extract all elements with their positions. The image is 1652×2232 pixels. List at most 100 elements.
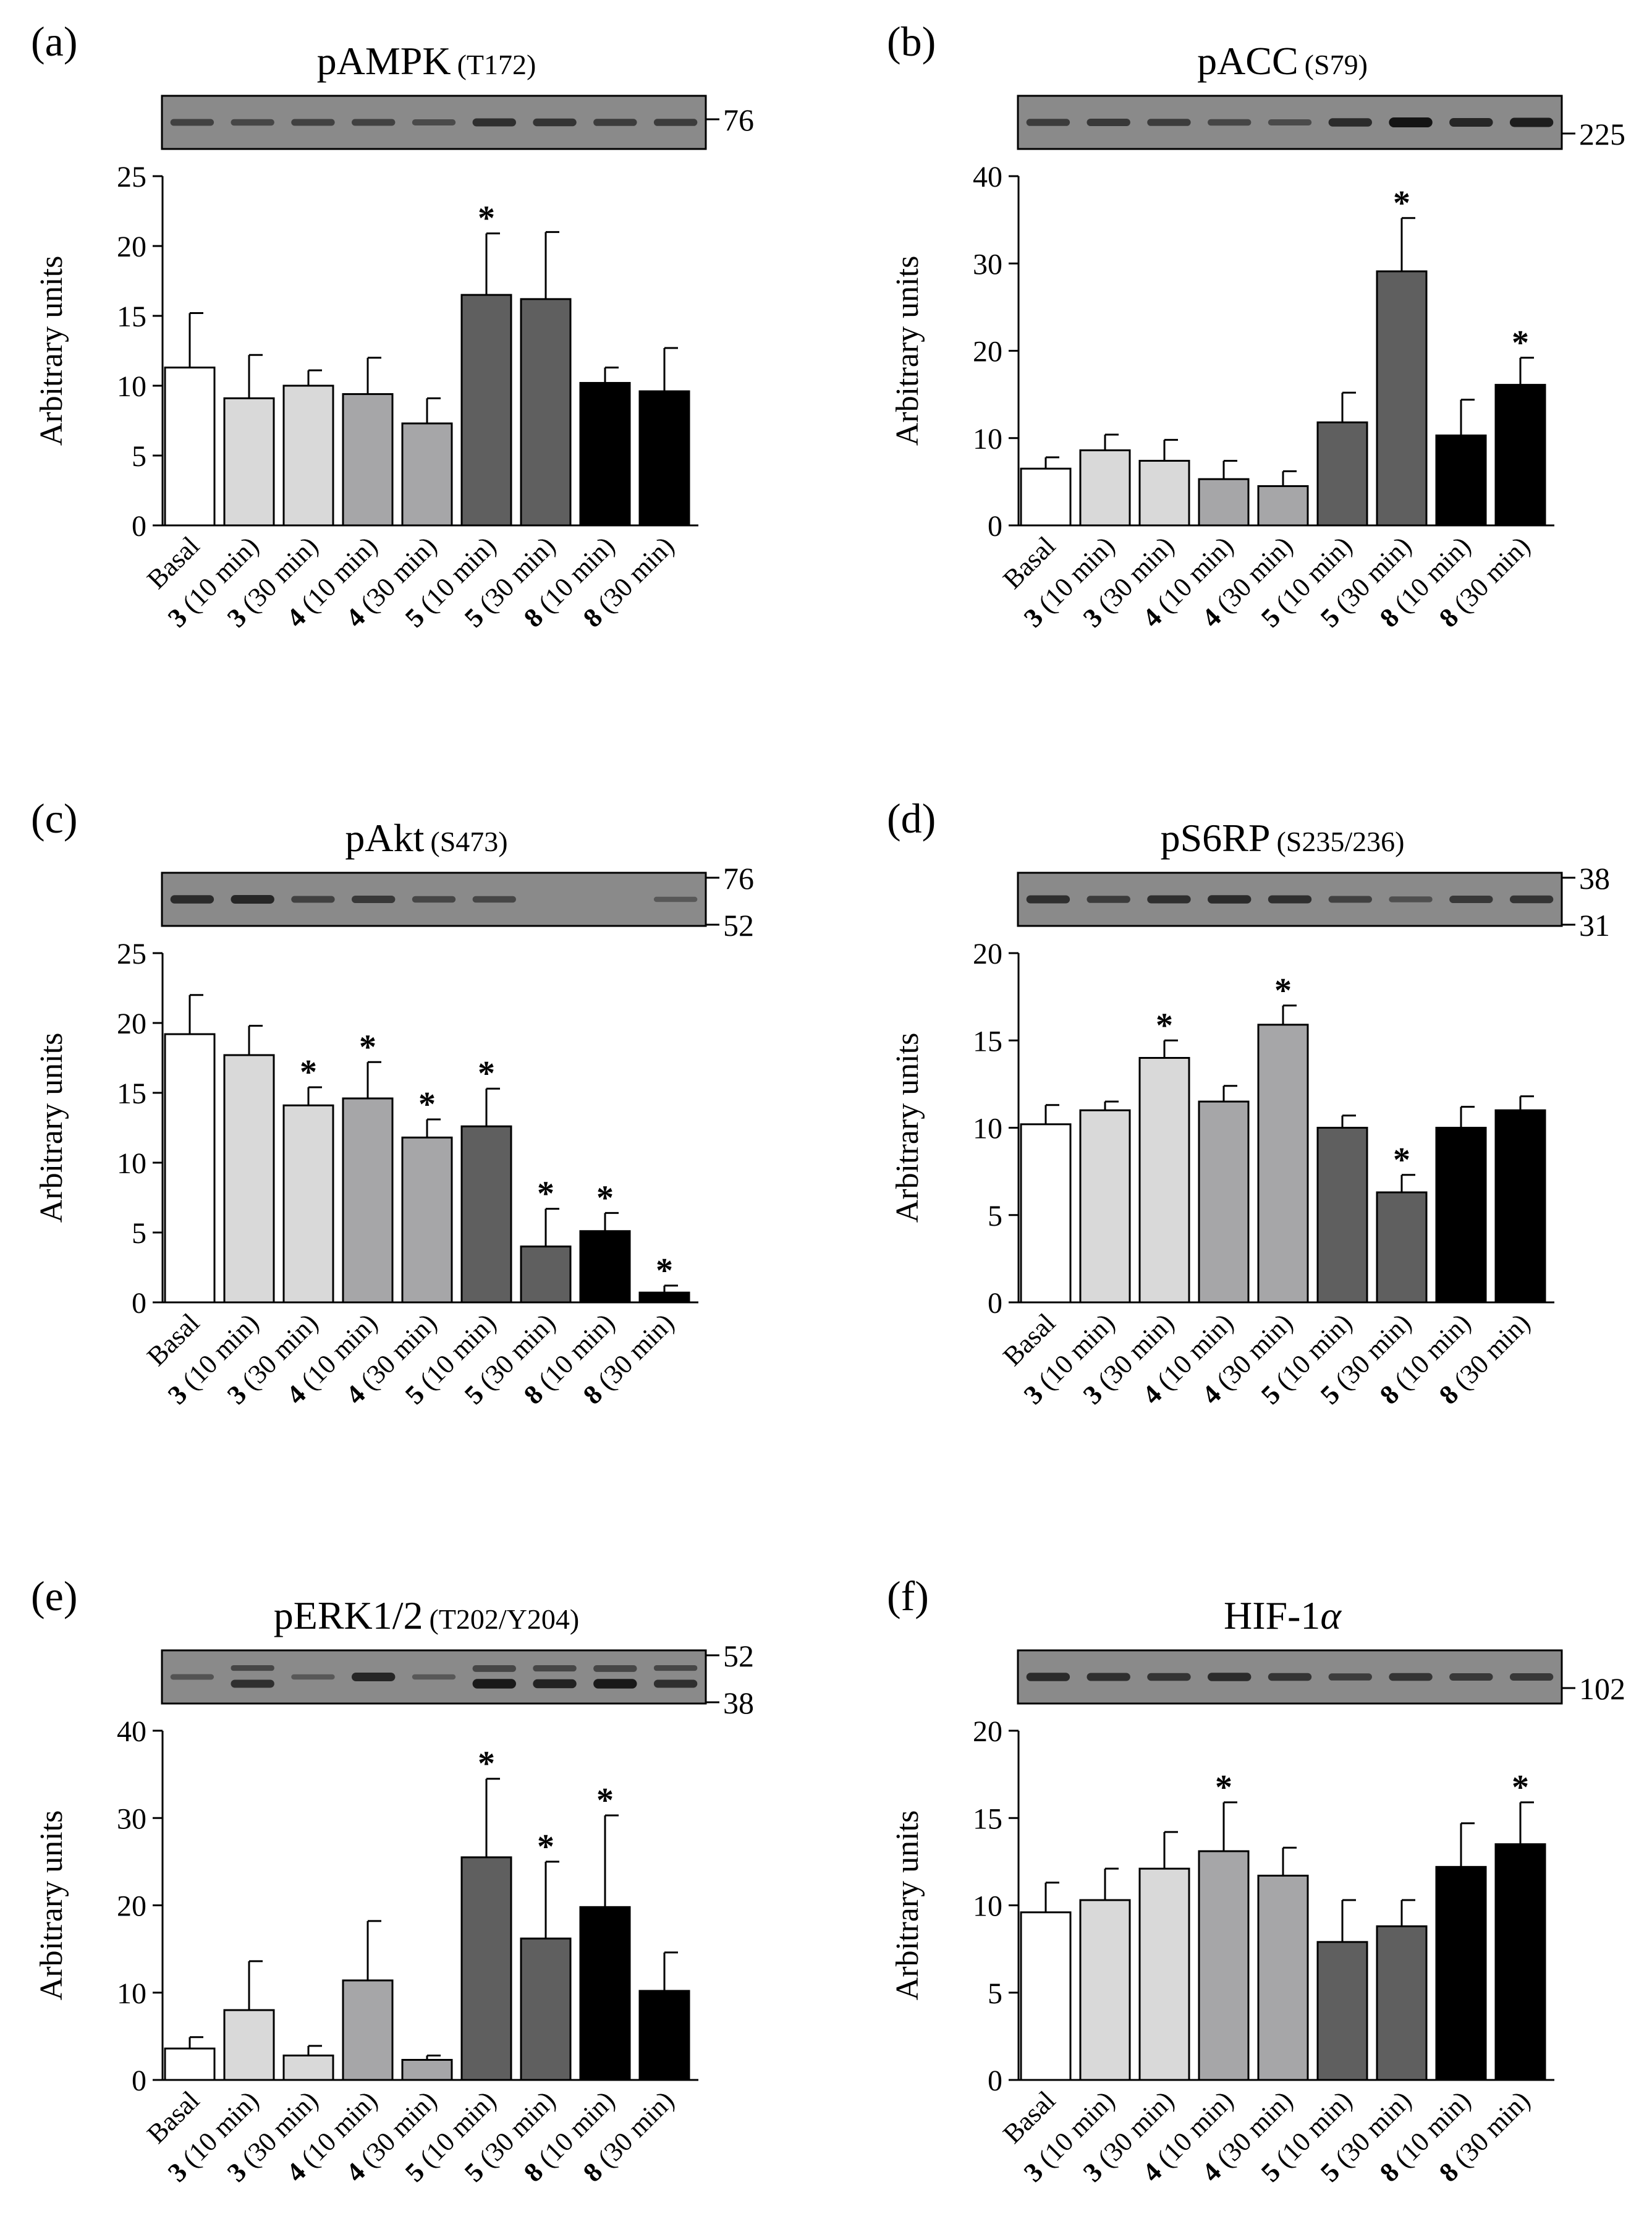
blot-band	[1026, 895, 1070, 904]
y-tick-label: 30	[973, 248, 1002, 281]
chart-title: pAkt (S473)	[345, 816, 507, 860]
chart-title-site: (S473)	[430, 826, 507, 857]
panel-label: (a)	[31, 18, 77, 65]
panel-label: (e)	[31, 1572, 77, 1619]
y-tick-label: 10	[117, 370, 146, 403]
significance-star: *	[1512, 1768, 1529, 1807]
bar	[1494, 1109, 1546, 1304]
y-tick-label: 5	[132, 440, 146, 473]
blot-band	[1087, 896, 1130, 903]
bar	[282, 2054, 334, 2081]
chart-title: pACC (S79)	[1197, 39, 1368, 83]
blot-band	[1449, 1673, 1493, 1681]
y-tick-label: 30	[117, 1802, 146, 1835]
bar	[223, 2009, 275, 2081]
bar	[1376, 1925, 1428, 2081]
significance-star: *	[359, 1028, 376, 1066]
blot-band-upper	[653, 1665, 698, 1671]
blot-band	[352, 119, 396, 126]
bar	[1257, 1874, 1309, 2081]
bar	[1376, 1191, 1428, 1304]
y-tick-label: 5	[988, 1977, 1002, 2010]
mw-marker-label: 225	[1579, 117, 1625, 151]
bar	[1138, 1867, 1190, 2081]
bar	[1079, 449, 1131, 527]
significance-star: *	[1393, 184, 1410, 223]
y-tick-label: 20	[117, 1890, 146, 1923]
bar	[1138, 1057, 1190, 1304]
chart-title: HIF-1α	[1224, 1593, 1342, 1637]
y-tick-label: 10	[117, 1147, 146, 1180]
y-tick-label: 15	[117, 1077, 146, 1110]
blot-band	[1449, 896, 1493, 903]
blot-band	[653, 896, 698, 902]
bar	[520, 1937, 572, 2081]
blot-band	[170, 1674, 214, 1680]
y-axis-label: Arbitrary units	[34, 256, 69, 446]
blot-band	[412, 896, 456, 903]
mw-marker-label: 31	[1579, 908, 1610, 943]
y-tick-label: 40	[973, 161, 1002, 193]
y-tick-label: 0	[132, 510, 146, 543]
blot-band	[291, 896, 335, 903]
blot-band	[1509, 117, 1554, 127]
blot-band-upper	[472, 1665, 516, 1672]
significance-star: *	[537, 1828, 554, 1866]
bar	[460, 1125, 512, 1304]
y-tick-label: 0	[132, 1287, 146, 1320]
significance-star: *	[537, 1175, 554, 1213]
bar	[1257, 485, 1309, 527]
blot-band-upper	[533, 1665, 577, 1672]
y-tick-label: 10	[973, 1890, 1002, 1923]
significance-star: *	[478, 200, 495, 238]
y-axis-label: Arbitrary units	[890, 256, 925, 446]
significance-star: *	[300, 1053, 317, 1092]
y-tick-label: 0	[988, 1287, 1002, 1320]
panel-c: (c) pAkt (S473) 76 52 0 5 10 15 20 25 Arbitrary uni…	[31, 795, 754, 1410]
blot-band	[1087, 119, 1130, 126]
blot-band	[291, 1674, 335, 1680]
chart-title-site: (S235/236)	[1276, 826, 1404, 857]
y-tick-label: 20	[973, 336, 1002, 368]
blot-band	[1147, 119, 1191, 126]
blot-band	[1208, 895, 1252, 904]
bar	[1257, 1024, 1309, 1304]
blot-band	[1389, 117, 1433, 127]
bar	[460, 294, 512, 527]
y-tick-label: 40	[117, 1715, 146, 1748]
blot-band	[1449, 118, 1493, 127]
blot-band	[1147, 1673, 1191, 1681]
bar	[1435, 1127, 1487, 1304]
blot-band	[1389, 896, 1433, 902]
y-tick-label: 25	[117, 161, 146, 193]
chart-title-site: (S79)	[1305, 49, 1368, 80]
bar	[1494, 1843, 1546, 2081]
bar	[1020, 1123, 1072, 1304]
y-tick-label: 20	[117, 231, 146, 263]
y-tick-label: 5	[988, 1200, 1002, 1233]
bar	[1376, 270, 1428, 527]
bar	[579, 1230, 631, 1304]
significance-star: *	[1156, 1006, 1173, 1045]
bar	[1079, 1899, 1131, 2081]
mw-marker-label: 102	[1579, 1671, 1625, 1706]
blot-band	[412, 1674, 456, 1680]
significance-star: *	[478, 1745, 495, 1783]
bar	[638, 1990, 690, 2081]
chart-title-protein: pAkt	[345, 816, 424, 860]
bar	[282, 1104, 334, 1304]
panel-label: (d)	[887, 795, 936, 842]
y-tick-label: 15	[973, 1025, 1002, 1058]
bar	[282, 384, 334, 527]
blot-band	[352, 1673, 396, 1681]
blot-band	[1268, 119, 1312, 125]
chart-title: pERK1/2 (T202/Y204)	[274, 1593, 580, 1637]
bar	[1198, 1850, 1250, 2081]
bar	[460, 1856, 512, 2081]
bar	[401, 422, 453, 527]
blot-band	[1087, 1673, 1130, 1681]
blot-band	[1268, 895, 1312, 904]
panel-label: (c)	[31, 795, 77, 842]
chart-title-site: α	[1320, 1593, 1342, 1637]
